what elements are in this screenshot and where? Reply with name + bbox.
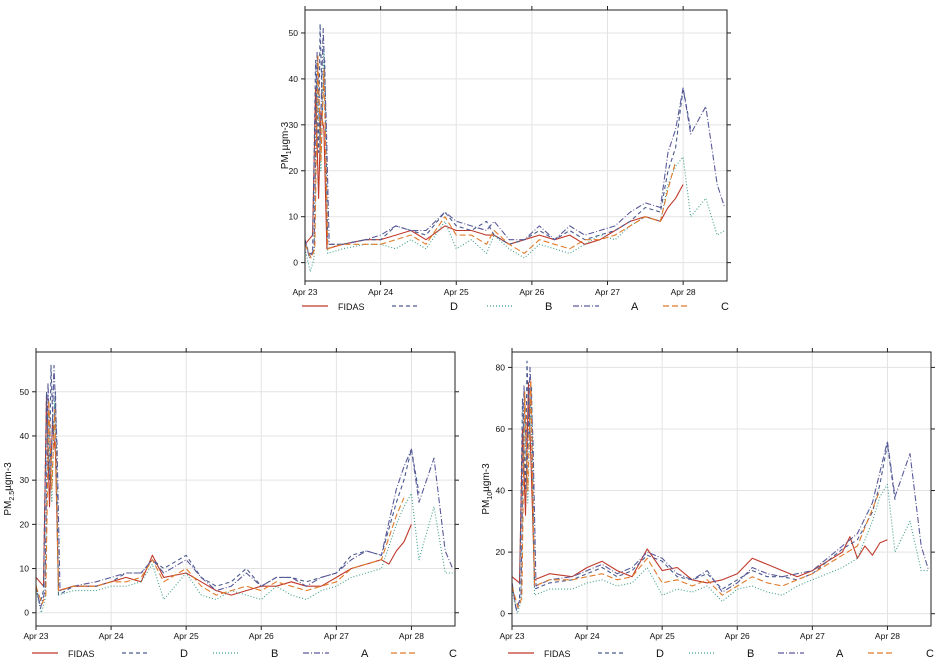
legend-label-fidas: FIDAS <box>68 649 95 659</box>
y-tick-label: 40 <box>289 74 299 84</box>
x-tick-label: Apr 28 <box>399 631 424 641</box>
series-line-d <box>511 360 896 609</box>
legend-label-d: D <box>656 648 664 660</box>
legend-label-c: C <box>721 301 729 313</box>
x-tick-label: Apr 27 <box>324 631 349 641</box>
legend-label-a: A <box>631 301 639 313</box>
series-line-d <box>35 364 420 605</box>
x-tick-label: Apr 23 <box>292 287 317 297</box>
legend-label-a: A <box>361 648 369 660</box>
x-tick-label: Apr 26 <box>725 631 750 641</box>
y-tick-label: 10 <box>289 212 299 222</box>
series-line-c <box>304 55 677 259</box>
x-tick-label: Apr 25 <box>444 287 469 297</box>
y-tick-label: 10 <box>20 564 30 574</box>
x-tick-label: Apr 28 <box>671 287 696 297</box>
plot-frame <box>35 351 456 627</box>
chart-panel-3: 0 20 40 60 80 Apr 23 Apr 24 Apr 25 Apr 26 Apr 27 A… <box>481 348 935 660</box>
x-tick-label: Apr 24 <box>99 631 124 641</box>
legend-label-b: B <box>545 301 552 313</box>
x-tick-label: Apr 23 <box>23 631 48 641</box>
y-tick-label: 40 <box>496 486 506 496</box>
legend: FIDAS D B A C <box>32 648 457 660</box>
x-tick-label: Apr 23 <box>499 631 524 641</box>
y-tick-label: 0 <box>24 608 29 618</box>
legend-label-a: A <box>836 648 844 660</box>
series-line-b <box>304 46 725 273</box>
legend-label-b: B <box>271 648 278 660</box>
plot-frame <box>304 9 728 282</box>
legend-label-fidas: FIDAS <box>338 302 365 312</box>
y-tick-label: 20 <box>289 166 299 176</box>
legend: FIDAS D B A C <box>508 648 934 660</box>
legend-label-c: C <box>449 648 457 660</box>
legend-label-d: D <box>450 301 458 313</box>
y-axis-label: PM1µgm-3 <box>280 121 293 169</box>
x-tick-label: Apr 24 <box>575 631 600 641</box>
x-tick-label: Apr 27 <box>595 287 620 297</box>
x-tick-label: Apr 28 <box>875 631 900 641</box>
y-tick-label: 0 <box>293 258 298 268</box>
legend-label-fidas: FIDAS <box>544 649 571 659</box>
legend: FIDAS D B A C <box>302 301 729 313</box>
x-tick-label: Apr 26 <box>519 287 544 297</box>
y-tick-label: 0 <box>500 609 505 619</box>
series-line-b <box>511 397 929 615</box>
x-tick-label: Apr 25 <box>650 631 675 641</box>
x-tick-label: Apr 26 <box>249 631 274 641</box>
x-tick-label: Apr 24 <box>368 287 393 297</box>
series-line-a <box>35 364 454 609</box>
plot-frame <box>511 351 932 627</box>
legend-label-c: C <box>926 648 934 660</box>
series-line-c <box>511 379 881 609</box>
x-tick-label: Apr 25 <box>174 631 199 641</box>
series-line-c <box>35 400 405 605</box>
chart-panel-1: 0 10 20 30 40 50 Apr 23 Apr 24 Apr 25 Apr 26 Apr 2… <box>280 6 731 313</box>
plot-area <box>512 352 931 626</box>
series-line-a <box>304 27 726 259</box>
y-tick-label: 20 <box>496 547 506 557</box>
legend-label-b: B <box>747 648 754 660</box>
y-tick-label: 30 <box>289 120 299 130</box>
y-tick-label: 80 <box>496 362 506 372</box>
chart-panel-2: 0 10 20 30 40 50 Apr 23 Apr 24 Apr 25 Apr 26 Apr 2… <box>3 348 459 660</box>
y-axis-label: PM2.5µgm-3 <box>3 462 16 516</box>
x-tick-label: Apr 27 <box>800 631 825 641</box>
y-tick-label: 50 <box>289 28 299 38</box>
y-tick-label: 30 <box>20 475 30 485</box>
y-tick-label: 60 <box>496 424 506 434</box>
plot-area <box>305 10 727 281</box>
y-axis-label: PM10µgm-3 <box>481 463 494 515</box>
y-tick-label: 50 <box>20 387 30 397</box>
y-tick-label: 20 <box>20 519 30 529</box>
legend-label-d: D <box>180 648 188 660</box>
series-line-a <box>511 366 930 612</box>
y-tick-label: 40 <box>20 431 30 441</box>
series-line-d <box>304 23 692 254</box>
plot-area <box>36 352 455 626</box>
